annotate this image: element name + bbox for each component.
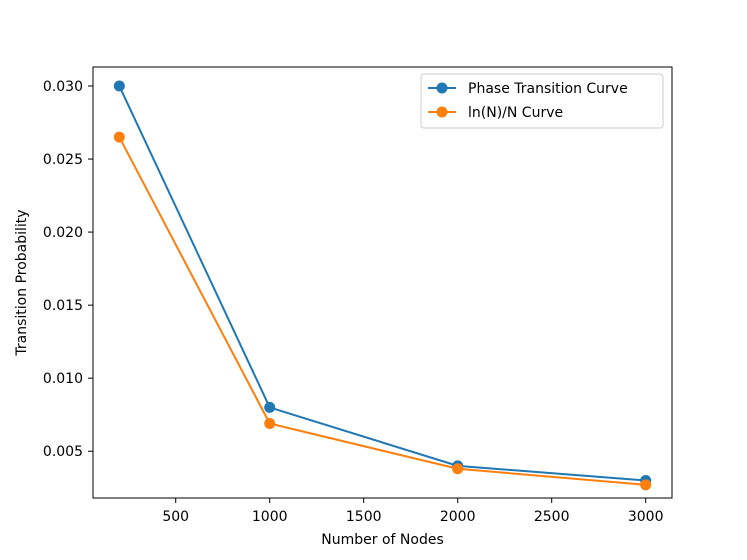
- y-tick-label: 0.005: [43, 444, 83, 460]
- x-tick-label: 1500: [346, 509, 382, 525]
- x-tick-label: 1000: [252, 509, 288, 525]
- series-2-point: [264, 417, 276, 429]
- legend-marker-lnn-over-n: [436, 106, 448, 118]
- x-tick-label: 3000: [628, 509, 664, 525]
- series-layer: [113, 80, 652, 491]
- y-axis-ticks: 0.005 0.010 0.015 0.020 0.025 0.030: [43, 79, 93, 460]
- x-tick-label: 2500: [534, 509, 570, 525]
- legend-label-phase-transition: Phase Transition Curve: [468, 81, 628, 97]
- series-1-point: [264, 401, 276, 413]
- y-tick-label: 0.015: [43, 298, 83, 314]
- series-2-point: [113, 131, 125, 143]
- legend-label-lnn-over-n: ln(N)/N Curve: [468, 105, 563, 121]
- y-tick-label: 0.030: [43, 79, 83, 95]
- y-tick-label: 0.010: [43, 371, 83, 387]
- y-tick-label: 0.020: [43, 225, 83, 241]
- series-1-point: [113, 80, 125, 92]
- legend: Phase Transition Curve ln(N)/N Curve: [420, 73, 664, 129]
- x-tick-label: 500: [162, 509, 189, 525]
- x-axis-ticks: 500 1000 1500 2000 2500 3000: [162, 498, 664, 525]
- series-line-2: [118, 136, 647, 486]
- y-tick-label: 0.025: [43, 152, 83, 168]
- legend-box: [420, 73, 664, 129]
- y-axis-label: Transition Probability: [14, 209, 30, 356]
- x-axis-label: Number of Nodes: [321, 532, 443, 548]
- plot-area: [93, 67, 672, 498]
- series-2-point: [452, 463, 464, 475]
- series-line-1: [118, 84, 647, 482]
- plot-frame: [92, 66, 673, 499]
- legend-marker-phase-transition: [436, 82, 448, 94]
- x-tick-label: 2000: [440, 509, 476, 525]
- series-2-point: [640, 479, 652, 491]
